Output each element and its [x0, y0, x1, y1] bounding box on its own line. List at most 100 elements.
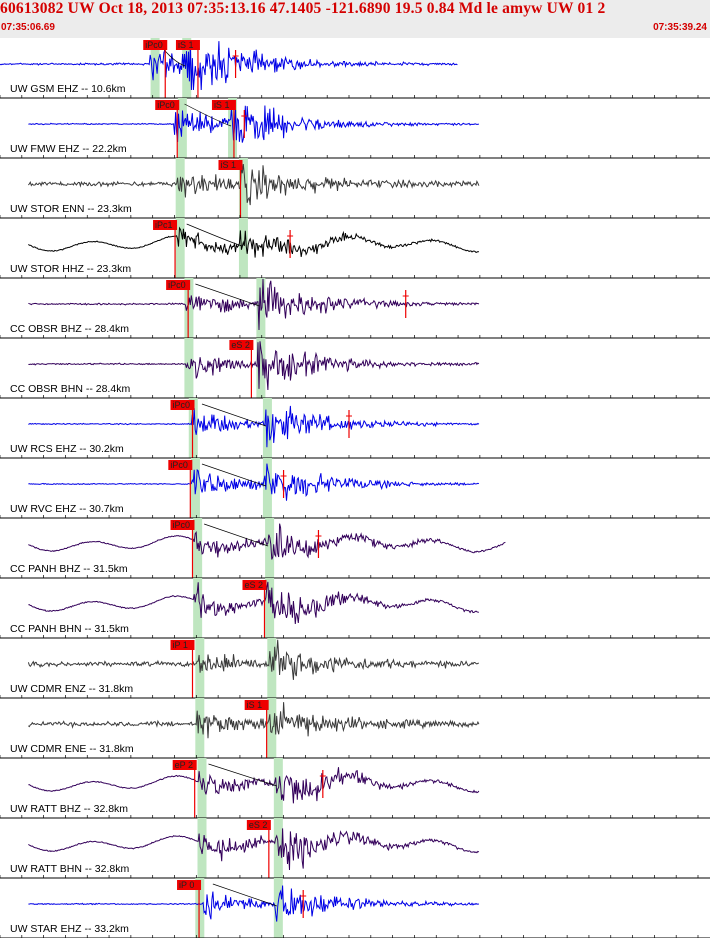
travel-time-curve: [201, 403, 267, 427]
pick-label: iS 1: [178, 40, 194, 50]
waveform-trace[interactable]: [28, 226, 479, 258]
pick-label: eS 2: [249, 820, 268, 830]
pick-label: eP 2: [175, 760, 193, 770]
p-window-band: [197, 818, 207, 878]
pick-flag[interactable]: [166, 280, 191, 290]
pick-flag[interactable]: [170, 640, 195, 650]
s-window-band: [256, 338, 266, 398]
pick-flag[interactable]: [242, 580, 267, 590]
pick-flag[interactable]: [244, 700, 269, 710]
waveform-trace[interactable]: [28, 105, 479, 143]
pick-label: eS 2: [244, 580, 263, 590]
travel-time-curve: [208, 763, 277, 787]
waveform-trace[interactable]: [28, 828, 480, 871]
trace-row[interactable]: iPc0 iS 1 UW FMW EHZ -- 22.2km: [0, 98, 710, 159]
waveform-trace[interactable]: [28, 523, 506, 560]
trace-row[interactable]: iPc0 UW RCS EHZ -- 30.2km: [0, 398, 710, 459]
pick-flag[interactable]: [170, 400, 195, 410]
station-label: UW FMW EHZ -- 22.2km: [10, 143, 127, 155]
station-label: UW CDMR ENZ -- 31.8km: [10, 683, 133, 695]
station-label: UW CDMR ENE -- 31.8km: [10, 743, 134, 755]
waveform-trace[interactable]: [28, 581, 479, 625]
trace-row[interactable]: eS 2 CC PANH BHN -- 31.5km: [0, 578, 710, 639]
pick-flag[interactable]: [168, 460, 193, 470]
trace-row[interactable]: iS 1 UW STOR ENN -- 23.3km: [0, 158, 710, 219]
p-window-band: [188, 398, 198, 458]
trace-row[interactable]: eS 2 CC OBSR BHN -- 28.4km: [0, 338, 710, 399]
p-window-band: [175, 218, 185, 278]
pick-flag[interactable]: [172, 760, 197, 770]
p-window-band: [184, 278, 194, 338]
event-title: 60613082 UW Oct 18, 2013 07:35:13.16 47.…: [0, 0, 606, 17]
pick-flag[interactable]: [246, 820, 271, 830]
pick-label: iPc0: [173, 520, 191, 530]
seismogram-panel[interactable]: iPc0 iS 1 UW GSM EHZ -- 10.6km iPc0 iS 1 UW F…: [0, 38, 710, 938]
waveform-trace[interactable]: [27, 639, 479, 680]
travel-time-curve: [204, 523, 269, 547]
travel-time-curve: [184, 103, 232, 127]
waveform-trace[interactable]: [28, 702, 480, 739]
trace-row[interactable]: iPc0 UW RVC EHZ -- 30.7km: [0, 458, 710, 519]
trace-row[interactable]: iPc0 CC PANH BHZ -- 31.5km: [0, 518, 710, 579]
waveform-trace[interactable]: [28, 767, 480, 804]
waveform-trace[interactable]: [28, 341, 480, 391]
pick-label: iS 1: [214, 100, 230, 110]
p-window-band: [190, 458, 200, 518]
pick-label: iPc1: [155, 220, 173, 230]
pick-flag[interactable]: [211, 100, 236, 110]
s-window-band: [238, 158, 248, 218]
pick-flag[interactable]: [143, 40, 168, 50]
waveform-trace[interactable]: [28, 405, 480, 448]
station-label: CC OBSR BHN -- 28.4km: [10, 383, 130, 395]
p-window-band: [177, 98, 187, 158]
pick-flag[interactable]: [177, 880, 202, 890]
pick-flag[interactable]: [153, 220, 178, 230]
pick-flag[interactable]: [175, 40, 200, 50]
time-start-label: 07:35:06.69: [1, 22, 55, 33]
s-window-band: [238, 218, 248, 278]
pick-label: iPc0: [157, 100, 175, 110]
p-window-band: [195, 698, 205, 758]
pick-label: iPc0: [173, 400, 191, 410]
time-end-label: 07:35:39.24: [653, 22, 707, 33]
s-window-band: [267, 698, 277, 758]
station-label: UW STAR EHZ -- 33.2km: [10, 923, 129, 935]
station-label: UW GSM EHZ -- 10.6km: [10, 83, 126, 95]
trace-row[interactable]: iS 1 UW CDMR ENE -- 31.8km: [0, 698, 710, 759]
trace-row[interactable]: iPc0 CC OBSR BHZ -- 28.4km: [0, 278, 710, 339]
pick-label: iP 0: [179, 880, 194, 890]
s-window-band: [265, 518, 275, 578]
pick-flag[interactable]: [218, 160, 243, 170]
trace-row[interactable]: eP 2 UW RATT BHZ -- 32.8km: [0, 758, 710, 819]
travel-time-curve: [186, 223, 243, 247]
waveform-trace[interactable]: [28, 885, 479, 922]
travel-time-curve: [212, 883, 277, 907]
pick-flag[interactable]: [170, 520, 195, 530]
station-label: UW RATT BHZ -- 32.8km: [10, 803, 128, 815]
s-window-band: [265, 578, 275, 638]
trace-row[interactable]: iP 1 UW CDMR ENZ -- 31.8km: [0, 638, 710, 699]
pick-flag[interactable]: [155, 100, 180, 110]
station-label: UW RVC EHZ -- 30.7km: [10, 503, 124, 515]
pick-label: iPc0: [145, 40, 163, 50]
waveform-trace[interactable]: [0, 41, 458, 91]
trace-row[interactable]: iPc1 UW STOR HHZ -- 23.3km: [0, 218, 710, 279]
p-window-band: [150, 38, 160, 98]
pick-label: iP 1: [173, 640, 188, 650]
trace-row[interactable]: iP 0 UW STAR EHZ -- 33.2km: [0, 878, 710, 938]
travel-time-curve: [201, 463, 267, 487]
pick-label: iS 1: [247, 700, 263, 710]
pick-flag[interactable]: [229, 340, 254, 350]
travel-time-curve: [195, 283, 260, 307]
waveform-trace[interactable]: [28, 463, 480, 501]
pick-label: eS 2: [231, 340, 250, 350]
event-header: 60613082 UW Oct 18, 2013 07:35:13.16 47.…: [0, 0, 710, 38]
trace-row[interactable]: eS 2 UW RATT BHN -- 32.8km: [0, 818, 710, 879]
pick-label: iPc0: [170, 460, 188, 470]
s-window-band: [262, 458, 272, 518]
s-window-band: [273, 878, 283, 938]
waveform-trace[interactable]: [28, 164, 480, 206]
station-label: UW RATT BHN -- 32.8km: [10, 863, 129, 875]
trace-row[interactable]: iPc0 iS 1 UW GSM EHZ -- 10.6km: [0, 38, 710, 99]
p-window-band: [195, 878, 205, 938]
